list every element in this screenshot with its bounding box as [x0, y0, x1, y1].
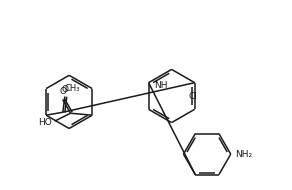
Text: CH₃: CH₃	[64, 84, 80, 93]
Text: HO: HO	[38, 118, 52, 127]
Text: NH₂: NH₂	[235, 150, 252, 159]
Text: O: O	[61, 85, 68, 93]
Text: NH: NH	[154, 81, 168, 90]
Text: Cl: Cl	[188, 92, 197, 101]
Text: O: O	[59, 87, 66, 97]
